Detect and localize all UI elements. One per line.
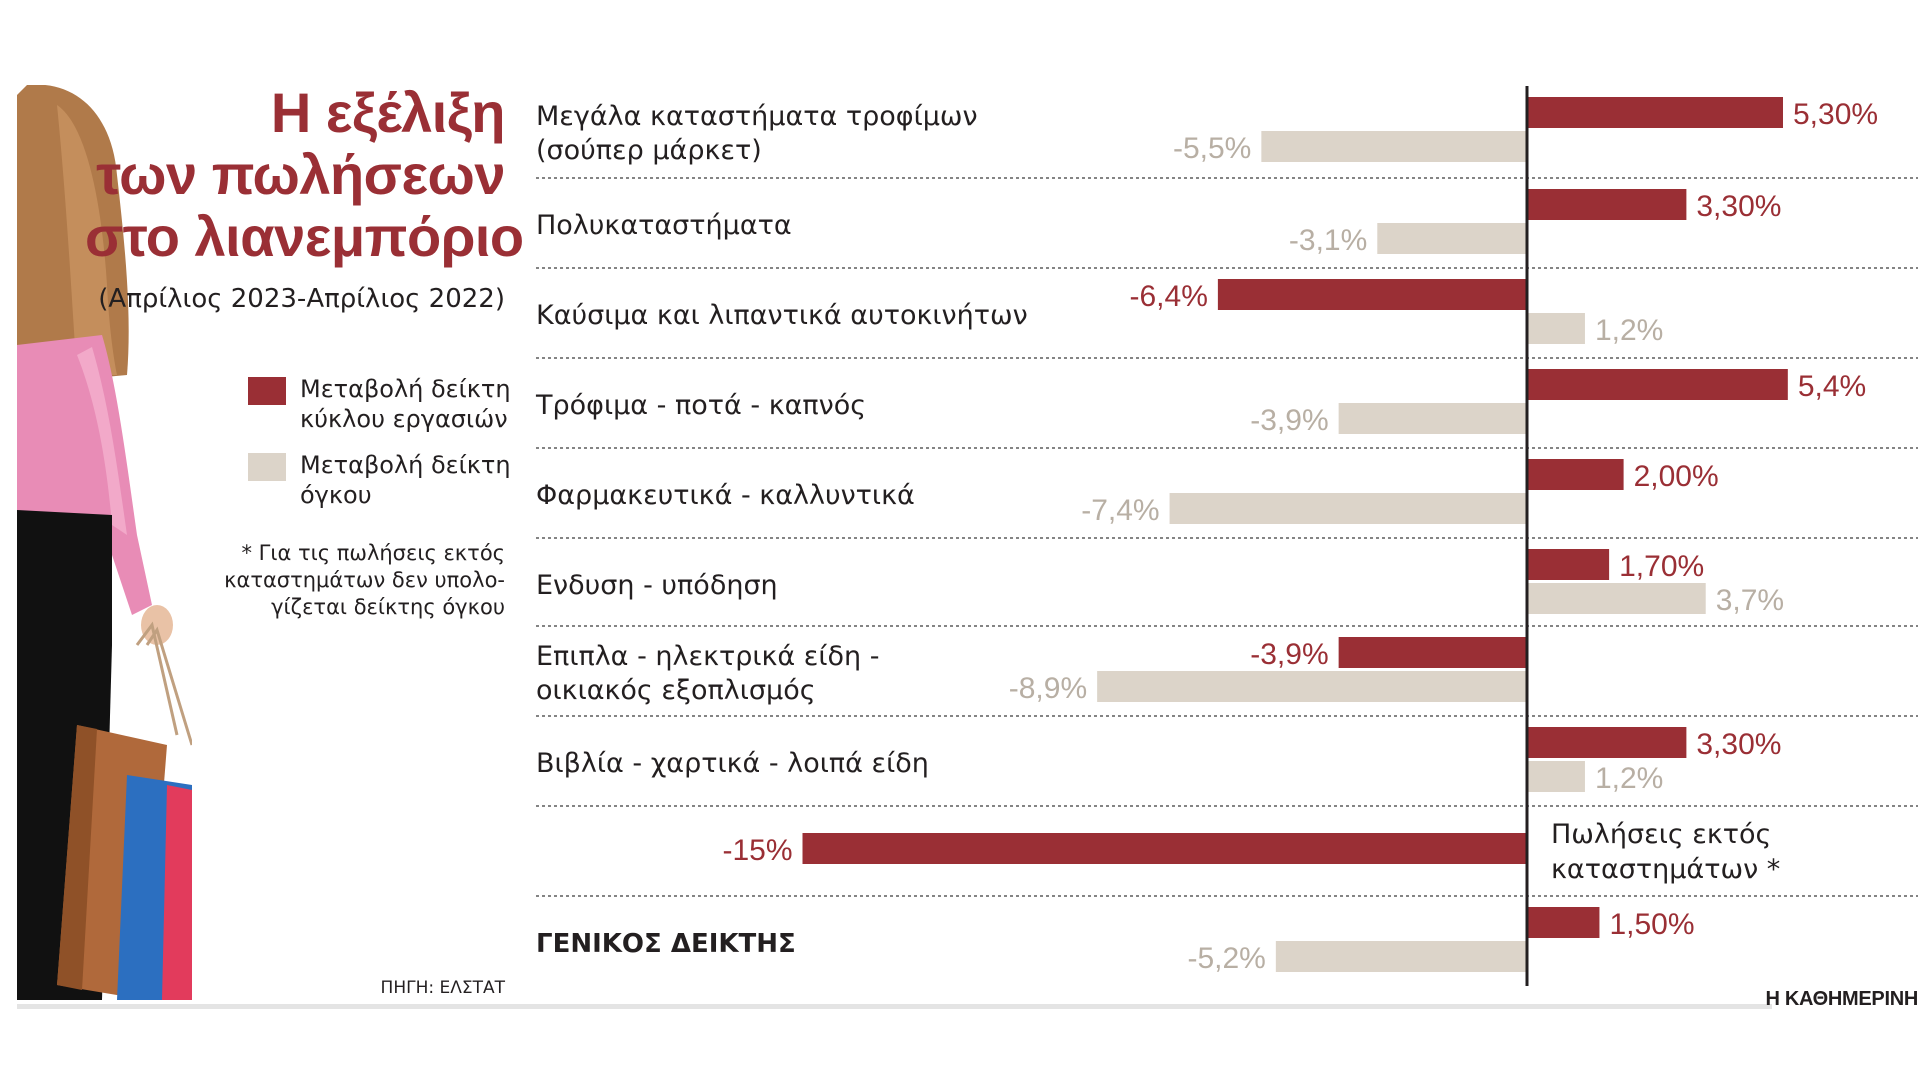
category-label: Φαρμακευτικά - καλλυντικά	[536, 480, 915, 511]
turnover-label: 2,00%	[1634, 460, 1719, 493]
footnote-line-3: γίζεται δείκτης όγκου	[271, 595, 505, 619]
volume-bar	[1097, 671, 1527, 702]
bottom-rule	[17, 1004, 1772, 1009]
category-label: Καύσιμα και λιπαντικά αυτοκινήτων	[536, 300, 1028, 331]
category-label: Πολυκαταστήματα	[536, 210, 792, 241]
footnote: * Για τις πωλήσεις εκτός καταστημάτων δε…	[215, 540, 505, 621]
title-line-3: στο λιανεμπόριο	[85, 205, 524, 268]
note-line-1: Πωλήσεις εκτός	[1551, 819, 1771, 850]
volume-label: 1,2%	[1595, 762, 1663, 795]
volume-bar	[1527, 313, 1585, 344]
volume-label: -7,4%	[1081, 494, 1159, 527]
legend-label-volume: Μεταβολή δείκτη όγκου	[300, 450, 511, 510]
turnover-bar	[1527, 549, 1610, 580]
publisher-brand: Η ΚΑΘΗΜΕΡΙΝΗ	[1765, 988, 1918, 1010]
volume-bar	[1527, 583, 1706, 614]
turnover-label: 3,30%	[1696, 728, 1781, 761]
legend-turnover-line-1: Μεταβολή δείκτη	[300, 375, 511, 403]
volume-label: -8,9%	[1009, 672, 1087, 705]
category-label: Επιπλα - ηλεκτρικά είδη -	[536, 641, 880, 672]
volume-bar	[1338, 403, 1527, 434]
volume-bar	[1377, 223, 1527, 254]
volume-label: 1,2%	[1595, 314, 1663, 347]
legend-swatch-turnover	[248, 377, 286, 405]
turnover-label: 3,30%	[1696, 190, 1781, 223]
turnover-bar	[1527, 189, 1687, 220]
turnover-bar	[1338, 637, 1527, 668]
turnover-bar	[1527, 97, 1783, 128]
legend-swatch-volume	[248, 453, 286, 481]
turnover-label: -15%	[722, 834, 792, 867]
footnote-line-1: * Για τις πωλήσεις εκτός	[241, 541, 505, 565]
volume-label: -5,5%	[1173, 132, 1251, 165]
turnover-bar	[1217, 279, 1527, 310]
legend-volume-line-2: όγκου	[300, 481, 372, 509]
volume-bar	[1527, 761, 1585, 792]
category-label: Μεγάλα καταστήματα τροφίμων	[536, 101, 978, 132]
volume-bar	[1261, 131, 1527, 162]
red-bag-shape	[162, 785, 192, 1000]
chart-title: Η εξέλιξη των πωλήσεων στο λιανεμπόριο	[85, 81, 524, 268]
turnover-bar	[802, 833, 1527, 864]
turnover-label: 5,4%	[1798, 370, 1866, 403]
turnover-bar	[1527, 907, 1600, 938]
source-credit: ΠΗΓΗ: ΕΛΣΤΑΤ	[380, 978, 505, 998]
turnover-label: 5,30%	[1793, 98, 1878, 131]
turnover-label: 1,50%	[1609, 908, 1694, 941]
category-label: Βιβλία - χαρτικά - λοιπά είδη	[536, 748, 929, 779]
turnover-label: -6,4%	[1130, 280, 1208, 313]
title-line-2: των πωλήσεων	[96, 143, 505, 206]
volume-label: -3,1%	[1289, 224, 1367, 257]
turnover-label: 1,70%	[1619, 550, 1704, 583]
turnover-bar	[1527, 727, 1687, 758]
footnote-line-2: καταστημάτων δεν υπολο-	[224, 568, 505, 592]
volume-label: 3,7%	[1716, 584, 1784, 617]
note-line-2: καταστημάτων *	[1551, 854, 1780, 885]
turnover-bar	[1527, 459, 1624, 490]
legend-volume-line-1: Μεταβολή δείκτη	[300, 451, 511, 479]
shopper-illustration	[17, 85, 192, 1000]
turnover-bar	[1527, 369, 1788, 400]
category-label: Τρόφιμα - ποτά - καπνός	[535, 390, 866, 421]
title-line-1: Η εξέλιξη	[270, 81, 506, 144]
category-label: ΓΕΝΙΚΟΣ ΔΕΙΚΤΗΣ	[536, 929, 796, 959]
volume-label: -5,2%	[1187, 942, 1265, 975]
category-label: (σούπερ μάρκετ)	[536, 135, 762, 166]
turnover-label: -3,9%	[1250, 638, 1328, 671]
chart-subtitle: (Απρίλιος 2023-Απρίλιος 2022)	[98, 284, 505, 314]
category-label: οικιακός εξοπλισμός	[536, 675, 816, 706]
legend-turnover-line-2: κύκλου εργασιών	[300, 405, 508, 433]
category-label: Ενδυση - υπόδηση	[536, 570, 778, 601]
volume-bar	[1169, 493, 1527, 524]
volume-label: -3,9%	[1250, 404, 1328, 437]
volume-bar	[1275, 941, 1527, 972]
shirt-shape	[17, 335, 152, 615]
legend-label-turnover: Μεταβολή δείκτη κύκλου εργασιών	[300, 374, 511, 434]
